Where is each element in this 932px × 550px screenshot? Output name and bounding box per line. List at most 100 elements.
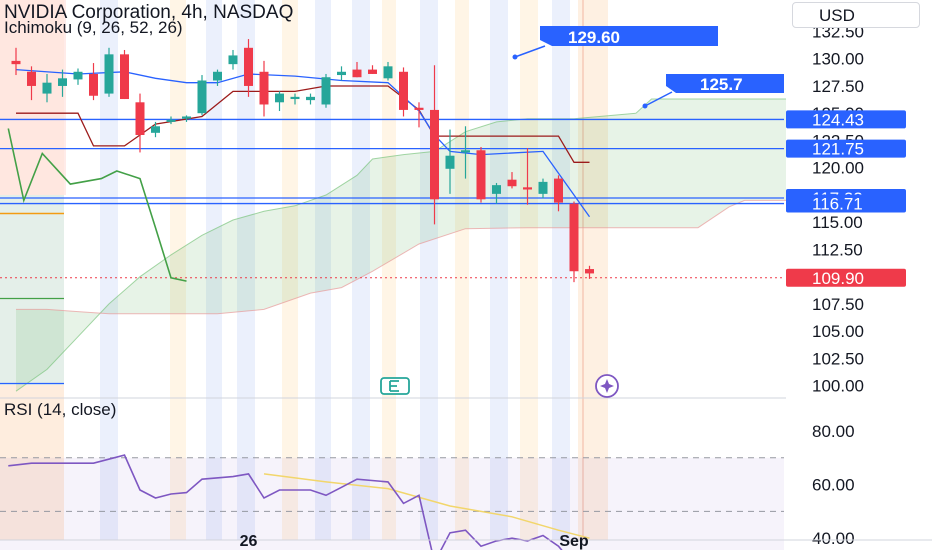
session-stripe [282,0,298,540]
candle [151,121,160,138]
time-tick-label: Sep [559,533,589,550]
price-tag-bg [786,110,906,129]
candle-body [538,181,548,194]
callout-bubble [540,26,718,46]
candle [182,115,191,122]
callout-129: 129.60 [512,26,718,60]
candle-body [228,55,238,65]
session-stripe [206,0,222,540]
candle [73,68,83,85]
callout-pointer [514,45,546,58]
time-tick-label: 26 [240,533,258,550]
candle-body [414,107,424,110]
price-tag-label: 124.43 [812,110,864,129]
horizontal-lines [0,118,784,385]
candle-body [352,69,362,78]
candle [275,91,284,112]
candle [58,69,67,97]
candle-body [523,187,532,190]
candle-body [337,71,346,76]
price-tick-label: 105.00 [812,322,864,341]
level-price-tag: 116.71 [786,194,906,214]
price-tag-bg [786,268,906,287]
candle [554,175,563,212]
candle [430,65,439,225]
price-tag-label: 116.71 [812,195,863,214]
session-stripe [552,0,570,540]
candle [89,63,98,101]
rsi-tick-label: 40.00 [812,529,855,548]
candle-body [306,96,315,101]
candle-body [275,93,284,103]
rsi-pane [0,397,932,550]
level-price-tag: 121.75 [786,139,906,159]
ichimoku-cloud [15,98,791,392]
session-stripe [0,0,66,195]
callout-label: 129.60 [568,28,620,47]
candle-body [383,66,393,79]
callout-label: 125.7 [700,75,743,94]
callout-dot [512,54,518,60]
candle-body [27,71,36,86]
candle-body [166,119,176,122]
cloud-span-a [15,98,791,392]
candle-body [89,73,98,96]
candle [213,69,222,86]
price-tag-bg [786,194,906,213]
candle-body [11,60,21,65]
earnings-marker[interactable] [380,377,410,395]
candle [42,73,52,103]
session-stripe [315,0,331,540]
candle [11,47,21,76]
callout-dot [642,103,648,109]
candle-body [476,150,486,200]
session-stripes [0,0,608,540]
candle [321,73,331,108]
candle-body [244,47,253,86]
time-axis: 26 Sep [0,533,932,550]
candle-body [135,102,145,135]
candle-body [461,150,470,153]
candle [290,93,300,105]
candle [228,49,238,70]
candle-body [554,178,563,203]
price-tick-label: 102.50 [812,349,864,368]
event-markers[interactable] [380,374,619,398]
currency-button[interactable]: USD [792,2,920,28]
last-price-tag: 109.90 [786,268,906,288]
candle-body [120,54,129,100]
candle-body [104,54,114,94]
level-price-tag: 124.43 [786,110,906,129]
session-stripe [0,195,64,385]
session-stripe [382,0,396,540]
price-tick-label: 115.00 [812,213,863,232]
event-spark-marker[interactable] [595,374,619,398]
candle [585,265,594,279]
session-stripe [352,0,370,540]
candle-body [290,96,300,100]
candle-body [445,155,455,169]
candle [476,146,486,203]
candle [445,129,455,194]
session-stripe [490,0,508,540]
callout-bubble [666,74,784,93]
candle [104,47,114,97]
rsi-tick-label: 80.00 [812,422,855,441]
candle-body [368,69,377,74]
candle-body [492,185,501,194]
candle [337,66,346,81]
candle-body [42,82,52,94]
session-stripe [170,0,186,540]
candle-body [182,116,191,119]
candle [399,67,408,117]
candle [461,126,470,179]
rsi-ma-line [263,473,590,539]
spark-icon [600,379,614,393]
candle [352,61,362,78]
candle-body [569,203,579,272]
candle-body [507,179,517,187]
price-tick-label: 130.00 [812,50,864,69]
candle-body [197,80,207,114]
rsi-band-fill [0,457,784,550]
